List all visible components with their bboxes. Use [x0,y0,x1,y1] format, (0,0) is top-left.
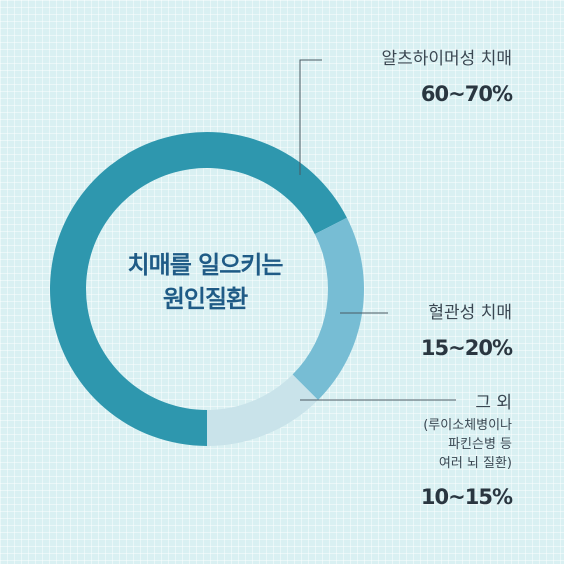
category-label: 혈관성 치매 [428,303,512,323]
note-line: 여러 뇌 질환) [438,456,512,471]
donut-slices [50,132,364,446]
leader-lines [299,59,456,401]
slice-label-alzheimer: 알츠하이머성 치매 60~70% [381,48,513,106]
chart-center-label: 치매를 일으키는 원인질환 [60,248,350,316]
value-label: 10~15% [420,485,513,509]
value-label: 60~70% [420,82,513,106]
center-label-line-2: 원인질환 [162,285,248,313]
center-label-line-1: 치매를 일으키는 [127,251,284,279]
slice-vascular [292,217,364,401]
slice-other [207,374,319,446]
slice-label-vascular: 혈관성 치매 15~20% [420,302,513,360]
value-label: 15~20% [420,336,513,360]
note-line: 파킨슨병 등 [448,437,512,452]
leader-line-alzheimer [299,59,322,175]
note-line: (루이소체병이나 [423,418,512,433]
category-label: 알츠하이머성 치매 [381,49,512,69]
category-label: 그 외 [475,393,512,413]
